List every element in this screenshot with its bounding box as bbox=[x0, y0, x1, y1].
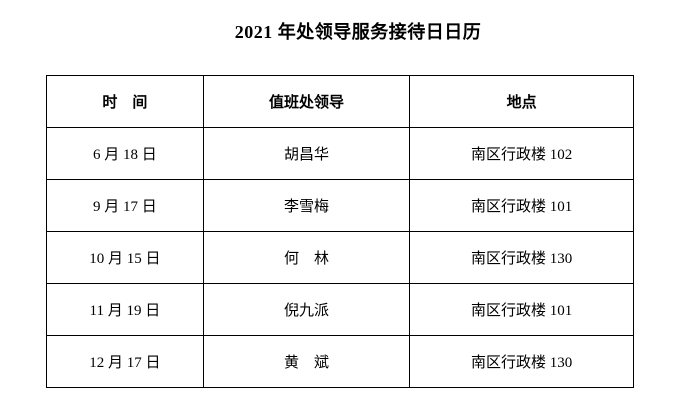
cell-leader: 何 林 bbox=[202, 231, 411, 284]
header-time: 时 间 bbox=[46, 75, 204, 128]
table-row: 11 月 19 日 倪九派 南区行政楼 101 bbox=[46, 283, 634, 336]
cell-location: 南区行政楼 101 bbox=[409, 179, 634, 232]
cell-leader: 倪九派 bbox=[202, 283, 411, 336]
cell-date: 9 月 17 日 bbox=[46, 179, 204, 232]
cell-leader: 胡昌华 bbox=[202, 127, 411, 180]
cell-location: 南区行政楼 130 bbox=[409, 231, 634, 284]
cell-date: 11 月 19 日 bbox=[46, 283, 204, 336]
schedule-table: 时 间 值班处领导 地点 6 月 18 日 胡昌华 南区行政楼 102 9 月 … bbox=[46, 75, 634, 388]
cell-location: 南区行政楼 101 bbox=[409, 283, 634, 336]
table-row: 9 月 17 日 李雪梅 南区行政楼 101 bbox=[46, 179, 634, 232]
cell-date: 10 月 15 日 bbox=[46, 231, 204, 284]
cell-leader: 黄 斌 bbox=[202, 335, 411, 388]
document-title: 2021 年处领导服务接待日日历 bbox=[234, 22, 482, 42]
cell-leader: 李雪梅 bbox=[202, 179, 411, 232]
cell-location: 南区行政楼 130 bbox=[409, 335, 634, 388]
table-row: 10 月 15 日 何 林 南区行政楼 130 bbox=[46, 231, 634, 284]
cell-date: 12 月 17 日 bbox=[46, 335, 204, 388]
header-location: 地点 bbox=[409, 75, 634, 128]
table-header-row: 时 间 值班处领导 地点 bbox=[46, 75, 634, 128]
cell-location: 南区行政楼 102 bbox=[409, 127, 634, 180]
header-leader: 值班处领导 bbox=[202, 75, 411, 128]
table-row: 12 月 17 日 黄 斌 南区行政楼 130 bbox=[46, 335, 634, 388]
table-row: 6 月 18 日 胡昌华 南区行政楼 102 bbox=[46, 127, 634, 180]
cell-date: 6 月 18 日 bbox=[46, 127, 204, 180]
